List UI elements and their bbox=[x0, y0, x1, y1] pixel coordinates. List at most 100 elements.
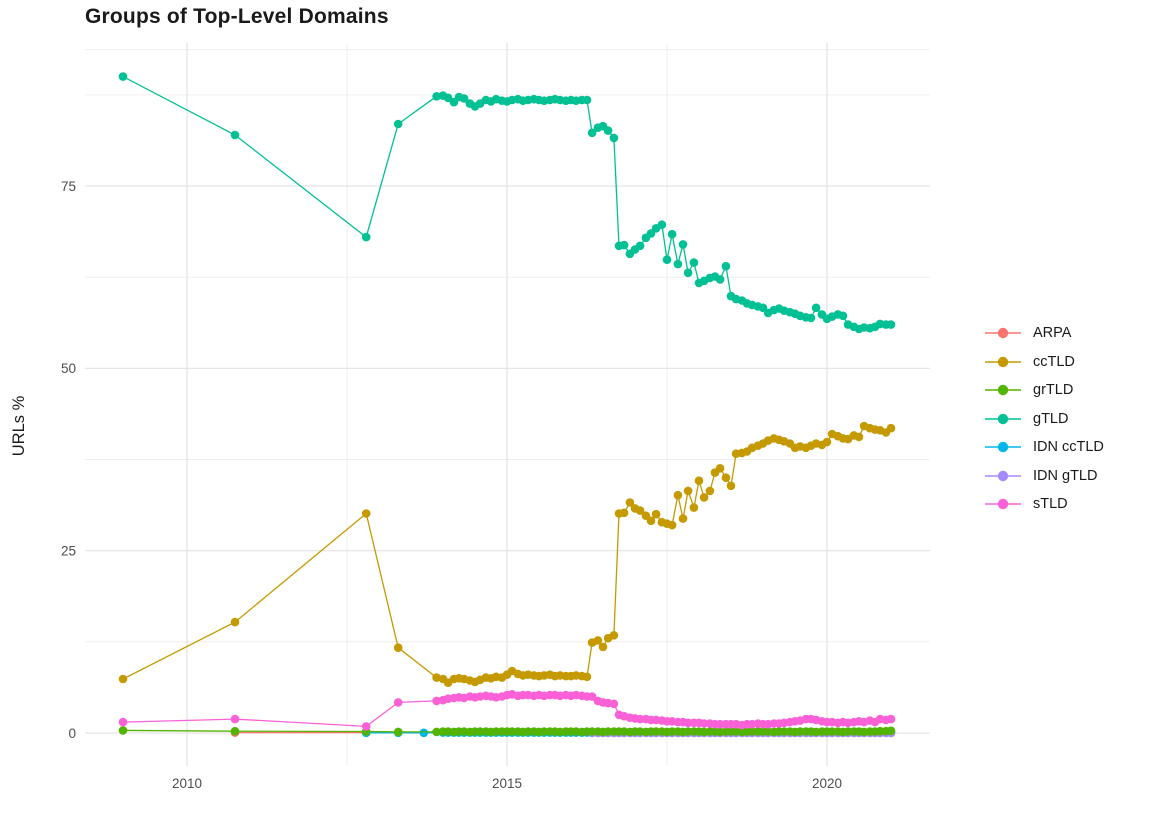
series-gtld bbox=[118, 72, 896, 334]
data-point bbox=[230, 726, 240, 736]
data-point bbox=[673, 490, 683, 500]
data-point bbox=[587, 128, 597, 138]
data-point bbox=[715, 464, 725, 473]
legend-item-label: IDN ccTLD bbox=[1033, 439, 1104, 456]
legend-item-label: sTLD bbox=[1033, 496, 1068, 513]
data-point bbox=[694, 476, 704, 486]
data-point bbox=[854, 432, 864, 442]
legend-item-grtld: grTLD bbox=[983, 376, 1104, 405]
legend-item-label: grTLD bbox=[1033, 382, 1074, 399]
data-point bbox=[419, 728, 429, 738]
data-point bbox=[619, 508, 629, 518]
y-tick-label: 25 bbox=[61, 544, 76, 559]
legend-key-icon bbox=[985, 385, 1021, 396]
data-point bbox=[678, 514, 688, 523]
data-point bbox=[886, 714, 896, 724]
chart-title: Groups of Top-Level Domains bbox=[85, 5, 389, 28]
data-point bbox=[393, 119, 403, 129]
series-cctld bbox=[118, 421, 896, 687]
legend-item-stld: sTLD bbox=[983, 490, 1104, 519]
legend-key-icon bbox=[985, 470, 1021, 481]
data-point bbox=[230, 617, 240, 627]
axis-tick-labels: 0 25 50 75 2010 2015 2020 bbox=[61, 179, 842, 791]
data-point bbox=[657, 220, 667, 229]
legend-key-icon bbox=[985, 499, 1021, 510]
x-tick-label: 2020 bbox=[812, 776, 842, 791]
data-point bbox=[619, 240, 629, 250]
data-point bbox=[609, 631, 619, 640]
legend-item-label: ccTLD bbox=[1033, 353, 1075, 370]
data-point bbox=[822, 437, 832, 447]
data-point bbox=[886, 320, 896, 329]
data-point bbox=[673, 259, 683, 269]
data-point bbox=[118, 72, 128, 81]
legend-item-cctld: ccTLD bbox=[983, 348, 1104, 377]
data-point bbox=[699, 493, 709, 502]
y-tick-label: 50 bbox=[61, 361, 76, 376]
legend-key-point bbox=[997, 442, 1009, 453]
data-point bbox=[705, 486, 715, 496]
data-point bbox=[432, 696, 441, 706]
y-axis-title: URLs % bbox=[10, 395, 28, 456]
data-point bbox=[361, 509, 371, 518]
data-point bbox=[662, 255, 672, 264]
x-tick-label: 2015 bbox=[492, 776, 522, 791]
data-point bbox=[459, 94, 469, 103]
legend-item-gtld: gTLD bbox=[983, 405, 1104, 434]
x-tick-label: 2010 bbox=[172, 776, 202, 791]
data-point bbox=[651, 509, 661, 519]
legend-item-idn-gtld: IDN gTLD bbox=[983, 462, 1104, 491]
data-point bbox=[811, 303, 821, 313]
data-point bbox=[683, 486, 693, 496]
legend-item-idn-cctld: IDN ccTLD bbox=[983, 433, 1104, 462]
legend-item-arpa: ARPA bbox=[983, 319, 1104, 348]
data-point bbox=[667, 520, 677, 530]
data-point bbox=[393, 698, 403, 707]
data-point bbox=[593, 636, 603, 645]
data-point bbox=[689, 258, 699, 267]
data-point bbox=[678, 240, 688, 249]
y-tick-label: 0 bbox=[68, 726, 76, 741]
data-point bbox=[609, 699, 619, 709]
data-point bbox=[582, 672, 592, 682]
data-point bbox=[635, 506, 645, 515]
data-point bbox=[118, 717, 128, 727]
data-point bbox=[230, 714, 240, 724]
legend-key-point bbox=[997, 499, 1009, 510]
data-point bbox=[886, 423, 896, 433]
data-point bbox=[886, 726, 896, 736]
data-point bbox=[646, 516, 656, 526]
data-point bbox=[432, 727, 441, 737]
legend-item-label: IDN gTLD bbox=[1033, 467, 1098, 484]
legend-key-point bbox=[997, 328, 1009, 339]
data-point bbox=[726, 481, 736, 491]
legend-key-point bbox=[997, 470, 1009, 481]
legend-key-point bbox=[997, 356, 1009, 367]
data-point bbox=[838, 311, 848, 321]
data-point bbox=[230, 130, 240, 140]
data-point bbox=[609, 133, 619, 143]
data-point bbox=[118, 726, 128, 735]
series-arpa bbox=[230, 728, 371, 737]
data-point bbox=[806, 313, 816, 323]
data-point bbox=[432, 92, 441, 101]
y-tick-label: 75 bbox=[61, 179, 76, 194]
series-grtld bbox=[118, 726, 896, 737]
data-point bbox=[598, 642, 608, 652]
data-point bbox=[118, 674, 128, 684]
legend-key-icon bbox=[985, 356, 1021, 367]
legend-key-icon bbox=[985, 442, 1021, 453]
legend-key-icon bbox=[985, 328, 1021, 339]
legend-key-point bbox=[997, 413, 1009, 424]
legend: ARPA ccTLD grTLD gTLD IDN ccTLD IDN gTLD sTLD bbox=[983, 319, 1104, 519]
series-stld bbox=[118, 690, 896, 731]
legend-key-icon bbox=[985, 413, 1021, 424]
legend-key-point bbox=[997, 385, 1009, 396]
legend-item-label: gTLD bbox=[1033, 410, 1069, 427]
data-point bbox=[689, 503, 699, 512]
data-point bbox=[603, 126, 613, 135]
data-point bbox=[625, 498, 635, 507]
data-point bbox=[721, 261, 731, 271]
data-point bbox=[432, 673, 441, 682]
